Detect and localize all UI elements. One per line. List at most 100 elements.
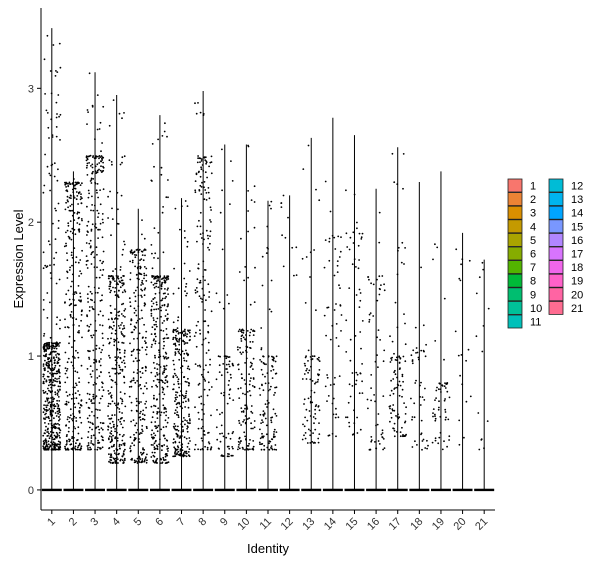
cell-point [174, 354, 177, 356]
cell-point [184, 328, 186, 331]
cell-point [159, 438, 161, 441]
cell-point [197, 155, 200, 157]
x-tick-label: 2 [67, 516, 80, 529]
cell-point [65, 293, 68, 296]
cell-point [248, 390, 251, 392]
cell-point [141, 346, 144, 349]
x-tick-label: 10 [235, 516, 252, 533]
cell-point [249, 331, 252, 334]
cell-point [369, 312, 372, 314]
cell-point [138, 359, 141, 362]
cell-point [78, 331, 80, 334]
cell-point [116, 425, 119, 427]
cell-point [98, 347, 101, 350]
cell-point [56, 372, 59, 375]
cell-point [48, 137, 50, 139]
cell-point [156, 412, 159, 415]
cell-point [163, 444, 166, 446]
cell-point [135, 431, 138, 434]
cell-point [326, 400, 328, 402]
cell-point [85, 263, 88, 266]
cell-point [437, 442, 440, 445]
cell-point [42, 440, 45, 443]
cell-point [98, 162, 101, 164]
cell-point [96, 368, 98, 371]
cell-point [302, 423, 304, 426]
cell-point [207, 283, 210, 286]
cell-point [111, 439, 113, 442]
cell-point [269, 388, 271, 391]
cell-point [66, 259, 69, 262]
cell-point [118, 314, 120, 317]
cell-point [264, 417, 267, 420]
cell-point [50, 419, 53, 422]
cell-point [121, 341, 124, 344]
cell-point [110, 317, 113, 320]
cell-point [78, 410, 81, 412]
cell-point [443, 385, 446, 388]
cell-point [120, 324, 122, 326]
cell-point [144, 349, 147, 351]
cell-point [199, 365, 202, 368]
cell-point [317, 437, 320, 440]
cell-point [89, 245, 92, 248]
cell-point [204, 269, 207, 271]
cell-point [59, 429, 62, 432]
cell-point [163, 365, 165, 367]
cell-point [268, 308, 271, 311]
cell-point [162, 251, 165, 254]
cell-point [182, 452, 185, 454]
cell-point [107, 402, 110, 405]
cell-point [154, 282, 156, 285]
cell-point [77, 432, 80, 435]
cell-point [186, 446, 189, 448]
cell-point [199, 329, 201, 331]
cell-point [339, 304, 342, 307]
cell-point [155, 325, 158, 328]
cell-point [68, 440, 71, 443]
cell-point [86, 234, 88, 236]
cell-point [108, 371, 110, 374]
cell-point [153, 404, 155, 407]
cell-point [85, 166, 88, 169]
cell-point [123, 457, 126, 460]
cell-point [139, 412, 141, 415]
cell-point [187, 398, 190, 401]
cell-point [143, 277, 145, 280]
cell-point [434, 439, 437, 442]
cell-point [183, 397, 186, 400]
cell-point [48, 347, 51, 350]
cell-point [52, 350, 55, 353]
cell-point [188, 418, 191, 420]
cell-point [77, 356, 80, 359]
cell-point [134, 461, 137, 463]
cell-point [208, 296, 211, 298]
cell-point [158, 280, 161, 283]
cell-point [182, 453, 185, 456]
cell-point [42, 267, 45, 270]
cell-point [69, 408, 72, 411]
cell-point [110, 417, 113, 420]
cell-point [183, 376, 186, 378]
cell-point [58, 375, 61, 378]
cell-point [174, 396, 177, 399]
cell-point [403, 402, 405, 404]
cell-point [345, 351, 348, 353]
cell-point [70, 316, 72, 318]
cell-point [162, 355, 165, 358]
cell-point [237, 330, 240, 333]
cell-point [110, 289, 112, 292]
cell-point [80, 421, 83, 424]
cell-point [58, 278, 61, 281]
cell-point [69, 183, 72, 186]
cell-point [306, 442, 309, 444]
cell-point [108, 435, 111, 438]
cell-point [345, 416, 347, 419]
cell-point [95, 359, 97, 361]
cell-point [97, 237, 99, 240]
cell-point [244, 266, 247, 268]
cell-point [267, 389, 270, 392]
cell-point [413, 402, 416, 405]
cell-point [182, 401, 185, 404]
cell-point [199, 175, 202, 178]
